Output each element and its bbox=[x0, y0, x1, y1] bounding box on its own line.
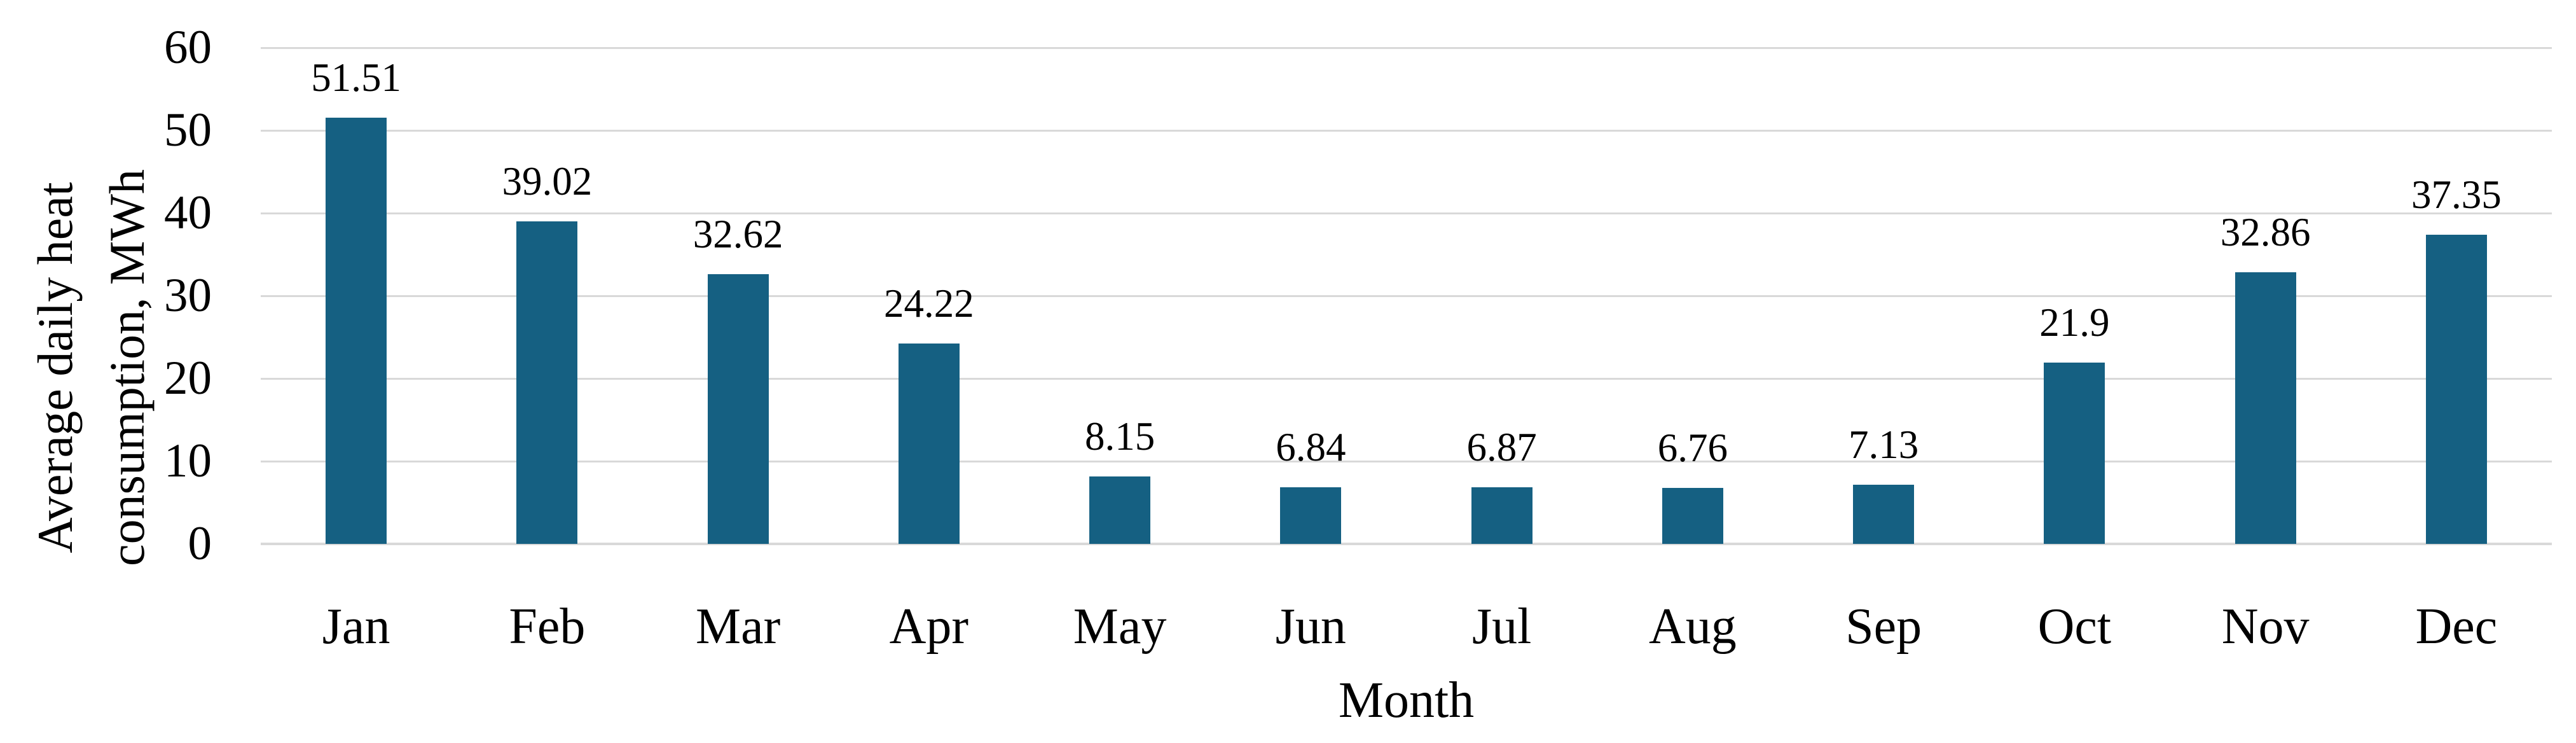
bar-jan bbox=[326, 118, 387, 544]
bar-value-label-oct: 21.9 bbox=[2039, 300, 2110, 345]
bar-sep bbox=[1853, 485, 1915, 544]
bar-value-label-feb: 39.02 bbox=[502, 158, 593, 204]
bar-mar bbox=[707, 274, 769, 544]
x-axis-line bbox=[261, 543, 2552, 545]
y-axis-tick-label-20: 20 bbox=[164, 352, 212, 405]
bar-nov bbox=[2235, 272, 2296, 544]
bar-value-label-nov: 32.86 bbox=[2220, 209, 2311, 254]
y-axis-tick-label-30: 30 bbox=[164, 269, 212, 322]
gridline-y10 bbox=[261, 460, 2552, 462]
x-axis-tick-label-dec: Dec bbox=[2415, 599, 2498, 655]
x-axis-tick-label-mar: Mar bbox=[695, 599, 781, 655]
bar-value-label-jan: 51.51 bbox=[311, 55, 401, 101]
bar-oct bbox=[2044, 363, 2105, 544]
x-axis-tick-label-sep: Sep bbox=[1845, 599, 1922, 655]
x-axis-tick-label-feb: Feb bbox=[509, 599, 586, 655]
bar-jul bbox=[1471, 487, 1533, 544]
y-axis-tick-label-50: 50 bbox=[164, 104, 212, 156]
bar-value-label-aug: 6.76 bbox=[1657, 426, 1728, 471]
bar-value-label-jun: 6.84 bbox=[1276, 425, 1346, 470]
x-axis-tick-label-apr: Apr bbox=[889, 599, 969, 655]
bar-aug bbox=[1662, 488, 1723, 544]
x-axis-tick-label-aug: Aug bbox=[1648, 599, 1737, 655]
y-axis-tick-label-60: 60 bbox=[164, 21, 212, 74]
bar-feb bbox=[516, 221, 578, 544]
bar-value-label-apr: 24.22 bbox=[884, 281, 974, 326]
bar-apr bbox=[898, 344, 960, 544]
y-axis-tick-label-10: 10 bbox=[164, 434, 212, 487]
bar-value-label-sep: 7.13 bbox=[1849, 422, 1919, 468]
x-axis-title: Month bbox=[1338, 672, 1475, 728]
y-axis-tick-label-0: 0 bbox=[188, 517, 212, 570]
bar-value-label-mar: 32.62 bbox=[692, 211, 783, 256]
bar-value-label-may: 8.15 bbox=[1085, 414, 1155, 459]
x-axis-tick-label-jun: Jun bbox=[1275, 599, 1346, 655]
gridline-y50 bbox=[261, 129, 2552, 132]
gridline-y60 bbox=[261, 46, 2552, 49]
x-axis-tick-label-oct: Oct bbox=[2037, 599, 2112, 655]
x-axis-tick-label-jul: Jul bbox=[1471, 599, 1532, 655]
x-axis-tick-label-may: May bbox=[1073, 599, 1167, 655]
bar-value-label-dec: 37.35 bbox=[2411, 172, 2502, 218]
gridline-y20 bbox=[261, 377, 2552, 380]
bar-may bbox=[1089, 476, 1151, 544]
bar-value-label-jul: 6.87 bbox=[1466, 424, 1537, 469]
bar-dec bbox=[2425, 235, 2487, 544]
y-axis-tick-label-40: 40 bbox=[164, 186, 212, 239]
x-axis-tick-label-nov: Nov bbox=[2221, 599, 2310, 655]
gridline-y30 bbox=[261, 295, 2552, 297]
bar-jun bbox=[1280, 487, 1342, 544]
gridline-y40 bbox=[261, 212, 2552, 214]
x-axis-tick-label-jan: Jan bbox=[322, 599, 390, 655]
y-axis-title-line-1: Average daily heat bbox=[27, 182, 83, 553]
